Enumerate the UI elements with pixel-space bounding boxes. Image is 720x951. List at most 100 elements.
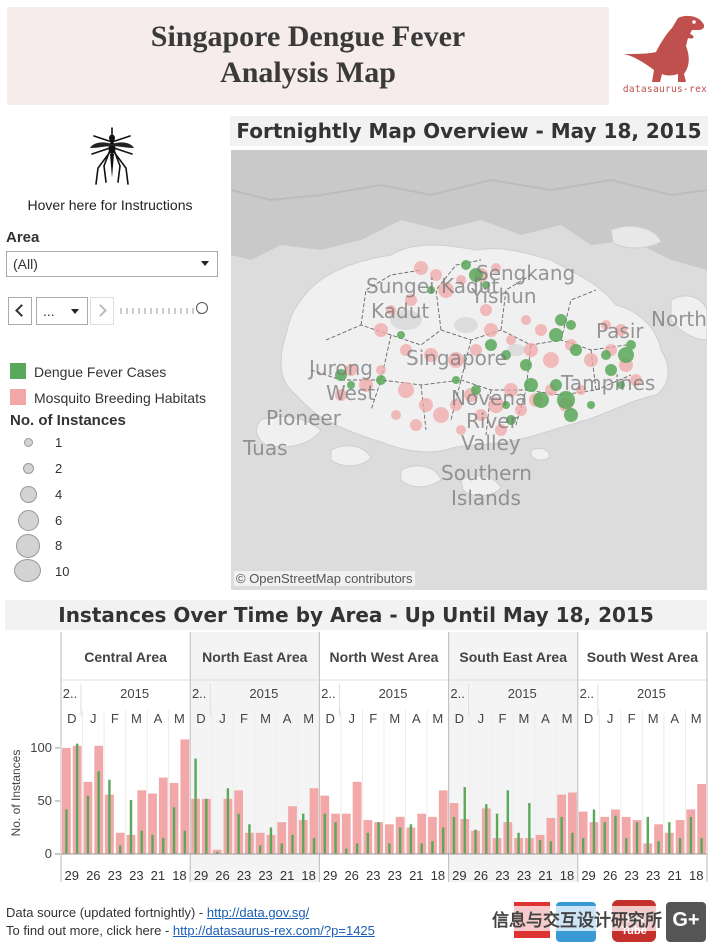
case-bar[interactable] bbox=[528, 803, 531, 854]
case-bar[interactable] bbox=[625, 838, 628, 854]
habitat-bar[interactable] bbox=[62, 747, 71, 854]
habitat-bar[interactable] bbox=[417, 813, 427, 854]
map-attribution[interactable]: © OpenStreetMap contributors bbox=[234, 571, 415, 586]
period-slider-handle[interactable] bbox=[196, 302, 208, 314]
habitat-bar[interactable] bbox=[115, 832, 125, 854]
dengue-map[interactable]: Sungei Kadut Kadut Sengkang Yishun Pasir… bbox=[231, 150, 707, 590]
case-bar[interactable] bbox=[463, 787, 466, 854]
case-bar[interactable] bbox=[194, 758, 197, 854]
case-bar[interactable] bbox=[205, 798, 208, 854]
habitat-bar[interactable] bbox=[352, 781, 362, 854]
case-bar[interactable] bbox=[689, 816, 693, 854]
case-bar[interactable] bbox=[646, 816, 649, 854]
habitat-bar[interactable] bbox=[697, 783, 706, 854]
habitat-bar[interactable] bbox=[675, 820, 685, 854]
habitat-bar[interactable] bbox=[546, 817, 556, 854]
case-bar[interactable] bbox=[291, 834, 294, 854]
case-bar[interactable] bbox=[248, 824, 251, 854]
habitat-bar[interactable] bbox=[654, 824, 663, 854]
case-bar[interactable] bbox=[592, 809, 596, 854]
case-bar[interactable] bbox=[420, 843, 423, 854]
dinosaur-logo-icon[interactable] bbox=[620, 12, 716, 84]
case-bar[interactable] bbox=[571, 832, 574, 854]
case-bar[interactable] bbox=[409, 824, 413, 854]
case-bar[interactable] bbox=[334, 822, 337, 854]
habitat-bar[interactable] bbox=[578, 811, 588, 854]
period-dropdown[interactable]: ... bbox=[36, 297, 88, 325]
habitat-bar[interactable] bbox=[158, 777, 168, 854]
case-bar[interactable] bbox=[431, 841, 434, 854]
case-bar[interactable] bbox=[183, 830, 187, 854]
habitat-bar[interactable] bbox=[568, 792, 577, 854]
case-bar[interactable] bbox=[151, 834, 154, 854]
case-bar[interactable] bbox=[388, 843, 391, 854]
case-bar[interactable] bbox=[129, 799, 133, 854]
case-bar[interactable] bbox=[312, 838, 316, 854]
case-bar[interactable] bbox=[226, 788, 230, 854]
case-bar[interactable] bbox=[549, 841, 553, 854]
case-bar[interactable] bbox=[269, 827, 273, 854]
case-bar[interactable] bbox=[345, 848, 348, 854]
case-bar[interactable] bbox=[86, 795, 90, 854]
case-bar[interactable] bbox=[280, 843, 283, 854]
case-bar[interactable] bbox=[495, 813, 499, 854]
case-bar[interactable] bbox=[355, 843, 359, 854]
habitat-bar[interactable] bbox=[621, 816, 631, 854]
habitat-bar[interactable] bbox=[341, 813, 351, 854]
habitat-bar[interactable] bbox=[137, 790, 147, 854]
previous-period-button[interactable] bbox=[8, 297, 32, 325]
case-bar[interactable] bbox=[635, 822, 639, 854]
case-bar[interactable] bbox=[97, 771, 100, 854]
habitat-bar[interactable] bbox=[288, 806, 297, 854]
case-bar[interactable] bbox=[366, 832, 370, 854]
case-bar[interactable] bbox=[258, 845, 262, 854]
case-bar[interactable] bbox=[657, 841, 660, 854]
case-bar[interactable] bbox=[603, 822, 606, 854]
habitat-bar[interactable] bbox=[309, 788, 319, 854]
google-plus-icon[interactable]: G+ bbox=[666, 902, 706, 942]
case-bar[interactable] bbox=[65, 809, 68, 854]
case-bar[interactable] bbox=[474, 829, 477, 854]
case-bar[interactable] bbox=[452, 816, 456, 854]
mosquito-icon[interactable] bbox=[86, 126, 138, 188]
case-bar[interactable] bbox=[75, 743, 79, 854]
case-bar[interactable] bbox=[323, 813, 326, 854]
month-label: D bbox=[196, 711, 205, 726]
case-bar[interactable] bbox=[162, 838, 165, 854]
case-bar[interactable] bbox=[517, 832, 520, 854]
case-bar[interactable] bbox=[485, 804, 488, 854]
case-bar[interactable] bbox=[668, 822, 671, 854]
more-info-link[interactable]: http://datasaurus-rex.com/?p=1425 bbox=[172, 923, 375, 938]
data-source-link[interactable]: http://data.gov.sg/ bbox=[206, 905, 310, 920]
next-period-button[interactable] bbox=[90, 297, 114, 325]
case-bar[interactable] bbox=[108, 779, 111, 854]
map-canvas[interactable]: Sungei Kadut Kadut Sengkang Yishun Pasir… bbox=[231, 150, 707, 590]
case-bar[interactable] bbox=[538, 840, 542, 854]
habitat-bar[interactable] bbox=[180, 739, 190, 854]
case-bar[interactable] bbox=[678, 838, 682, 854]
habitat-bar[interactable] bbox=[148, 793, 157, 854]
case-bar[interactable] bbox=[377, 822, 380, 854]
case-bar[interactable] bbox=[560, 816, 563, 854]
case-bar[interactable] bbox=[442, 827, 445, 854]
habitat-bar[interactable] bbox=[277, 822, 287, 854]
case-bar[interactable] bbox=[581, 838, 585, 854]
case-bar[interactable] bbox=[172, 807, 176, 854]
case-bar[interactable] bbox=[506, 790, 510, 854]
case-bar[interactable] bbox=[700, 838, 703, 854]
case-bar[interactable] bbox=[140, 830, 143, 854]
instructions-hover-text[interactable]: Hover here for Instructions bbox=[27, 197, 193, 213]
habitat-bar[interactable] bbox=[438, 790, 448, 854]
case-bar[interactable] bbox=[215, 851, 219, 854]
case-bar[interactable] bbox=[302, 813, 305, 854]
habitat-bar[interactable] bbox=[255, 832, 265, 854]
case-bar[interactable] bbox=[398, 827, 402, 854]
period-slider-track[interactable] bbox=[120, 308, 204, 314]
case-bar[interactable] bbox=[614, 815, 617, 854]
case-bar[interactable] bbox=[237, 813, 240, 854]
habitat-bar[interactable] bbox=[428, 816, 437, 854]
case-bar[interactable] bbox=[119, 845, 122, 854]
area-filter-dropdown[interactable]: (All) bbox=[6, 251, 218, 277]
habitat-bar[interactable] bbox=[385, 824, 394, 854]
instances-chart[interactable]: No. of Instances 0 50 100 Central Area 2.. 201… bbox=[0, 632, 720, 892]
